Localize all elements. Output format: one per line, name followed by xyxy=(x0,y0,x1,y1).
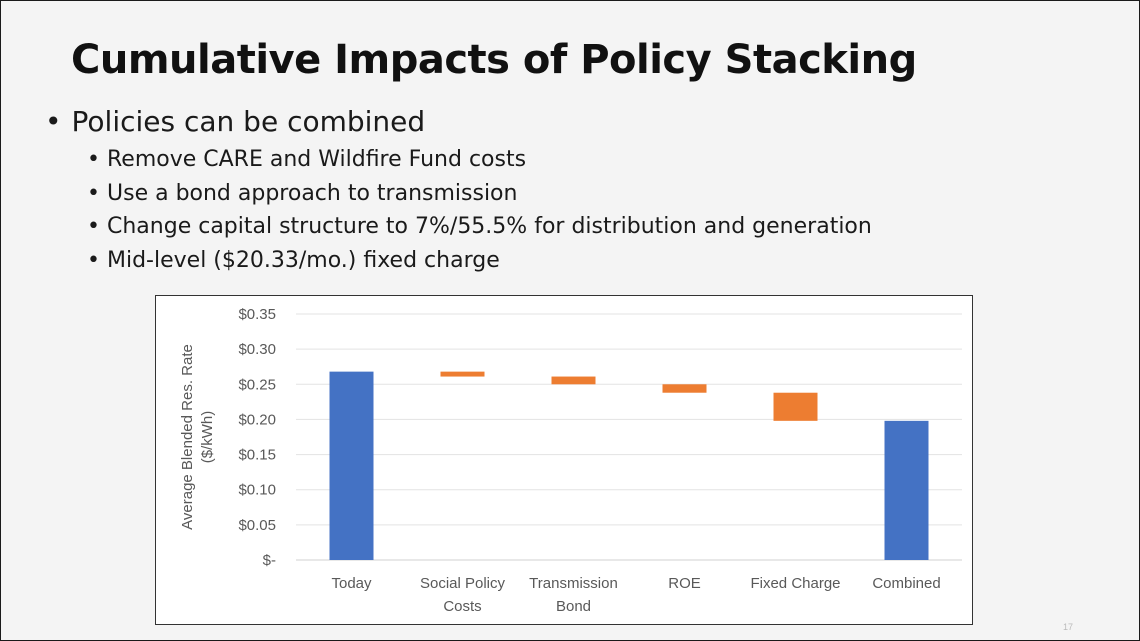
y-axis-ticks: $- $0.05 $0.10 $0.15 $0.20 $0.25 $0.30 $0.35 xyxy=(238,306,276,569)
sub-bullet: • Change capital structure to 7%/55.5% fo… xyxy=(87,212,872,246)
y-axis-title-line-1: Average Blended Res. Rate xyxy=(179,344,196,530)
x-tick-label: Today xyxy=(331,575,372,592)
bullet-dot: • xyxy=(87,147,100,172)
x-tick-label: Transmission xyxy=(529,575,618,592)
bullet-dot: • xyxy=(45,105,62,138)
y-tick-label: $0.10 xyxy=(238,482,276,499)
bar-decrease xyxy=(440,371,485,377)
y-tick-label: $0.30 xyxy=(238,341,276,358)
x-tick-label: Combined xyxy=(872,575,940,592)
sub-bullet-list: • Remove CARE and Wildfire Fund costs • Us… xyxy=(87,145,872,279)
x-tick-label: Costs xyxy=(443,598,481,615)
main-bullet: • Policies can be combined xyxy=(45,105,425,138)
bar-decrease xyxy=(551,376,596,385)
y-tick-label: $0.25 xyxy=(238,376,276,393)
sub-bullet-text: Change capital structure to 7%/55.5% for… xyxy=(107,214,872,239)
y-axis-title-line-2: ($/kWh) xyxy=(199,411,216,464)
y-tick-label: $0.05 xyxy=(238,517,276,534)
bullet-dot: • xyxy=(87,214,100,239)
y-axis-title: Average Blended Res. Rate ($/kWh) xyxy=(179,344,216,530)
bullet-dot: • xyxy=(87,247,100,273)
y-tick-label: $0.35 xyxy=(238,306,276,323)
x-tick-label: ROE xyxy=(668,575,701,592)
sub-bullet: • Mid-level ($20.33/mo.) fixed charge xyxy=(87,246,872,280)
x-tick-label: Social Policy xyxy=(420,575,506,592)
sub-bullet-text: Use a bond approach to transmission xyxy=(107,180,518,206)
page-number: 17 xyxy=(1062,622,1073,632)
bar-decrease xyxy=(662,384,707,393)
bars xyxy=(329,371,929,560)
gridlines xyxy=(296,313,962,561)
y-tick-label: $- xyxy=(263,552,276,569)
sub-bullet-text: Remove CARE and Wildfire Fund costs xyxy=(107,147,527,172)
waterfall-chart: Average Blended Res. Rate ($/kWh) $- $0.0… xyxy=(179,306,962,615)
sub-bullet-text: Mid-level ($20.33/mo.) fixed charge xyxy=(107,247,500,273)
x-axis-ticks: Today Social Policy Costs Transmission Bond R… xyxy=(331,575,940,615)
x-tick-label: Fixed Charge xyxy=(750,575,840,592)
sub-bullet: • Remove CARE and Wildfire Fund costs xyxy=(87,145,872,179)
chart-container: Average Blended Res. Rate ($/kWh) $- $0.0… xyxy=(155,295,973,625)
main-bullet-text: Policies can be combined xyxy=(71,105,426,138)
bullet-dot: • xyxy=(87,180,100,206)
bar-decrease xyxy=(773,392,818,421)
y-tick-label: $0.20 xyxy=(238,411,276,428)
bar-total xyxy=(329,371,374,560)
y-tick-label: $0.15 xyxy=(238,447,276,464)
sub-bullet: • Use a bond approach to transmission xyxy=(87,179,872,213)
bar-total xyxy=(884,420,929,560)
x-tick-label: Bond xyxy=(556,598,591,615)
slide-title: Cumulative Impacts of Policy Stacking xyxy=(71,37,917,83)
